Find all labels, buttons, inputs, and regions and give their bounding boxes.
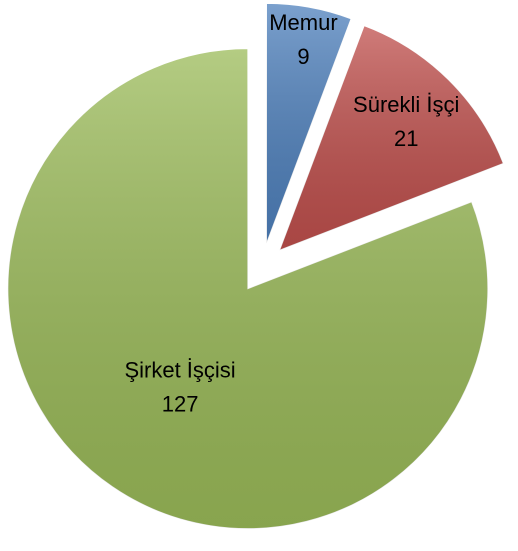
slice-value: 21 <box>394 126 418 151</box>
slice-shade <box>279 25 504 251</box>
slice-value: 9 <box>297 44 309 69</box>
slice-group <box>278 24 504 252</box>
slice-group <box>265 2 352 244</box>
slice-label: Şirket İşçisi <box>124 357 235 382</box>
slice-shade <box>266 3 352 244</box>
slice-label: Memur <box>269 10 337 35</box>
slice-label: Sürekli İşçi <box>353 92 459 117</box>
slice-group <box>7 48 489 530</box>
slice-shade <box>7 48 488 529</box>
slice-value: 127 <box>162 391 199 416</box>
